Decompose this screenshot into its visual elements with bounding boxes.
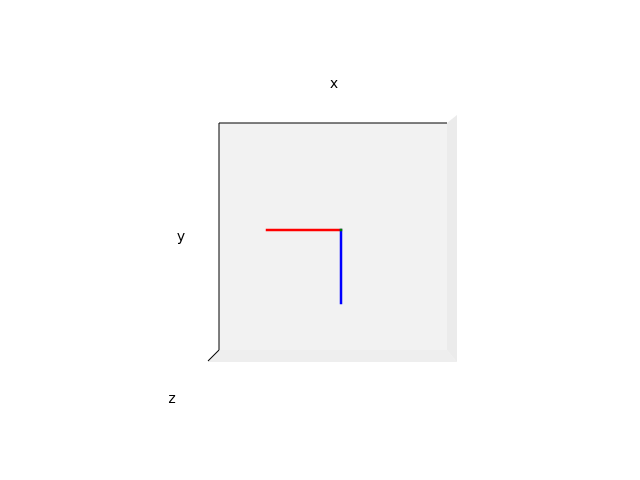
z-axis-line [207, 349, 220, 362]
y-axis-label: y [177, 229, 185, 245]
z-axis-label: z [168, 391, 175, 407]
bottom-pane [208, 350, 457, 362]
series-layer [265, 228, 343, 305]
x-axis-label: x [330, 76, 338, 92]
back-pane [219, 123, 447, 350]
right-pane [447, 115, 457, 362]
